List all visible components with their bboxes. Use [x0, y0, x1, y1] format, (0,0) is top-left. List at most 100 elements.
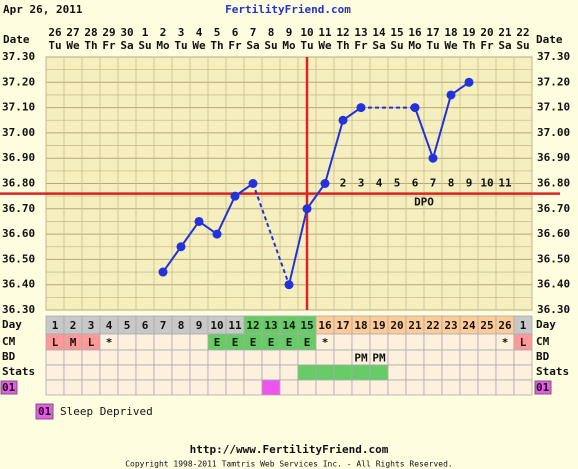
- row-label: 01: [2, 381, 16, 394]
- date-label: 11: [318, 26, 332, 39]
- stats-cell: [441, 364, 461, 381]
- bd-cell: [333, 349, 353, 366]
- cm-cell: [171, 333, 191, 351]
- cm-text: L: [88, 336, 95, 349]
- row-label: CM: [2, 335, 16, 348]
- custom-cell: [189, 379, 209, 396]
- day-text: 22: [426, 319, 439, 332]
- temp-point: [428, 153, 438, 163]
- temp-segment: [162, 246, 182, 273]
- day-text: 26: [498, 319, 512, 332]
- custom-cell: [81, 379, 101, 396]
- y-tick-label: 37.10: [537, 101, 570, 114]
- bd-cell: [459, 349, 479, 366]
- bd-cell: [495, 349, 515, 366]
- temp-point: [158, 267, 168, 277]
- weekday-label: Sa: [120, 39, 133, 52]
- bd-cell: [387, 349, 407, 366]
- weekday-label: We: [66, 39, 80, 52]
- temp-point: [194, 216, 204, 226]
- y-tick-label: 36.40: [537, 278, 570, 291]
- weekday-label: Su: [264, 39, 277, 52]
- custom-cell: [153, 379, 173, 396]
- row-label: 01: [536, 381, 550, 394]
- custom-cell: [207, 379, 227, 396]
- day-text: 4: [106, 319, 113, 332]
- date-label: 30: [120, 26, 133, 39]
- y-tick-label: 36.70: [2, 202, 35, 215]
- custom-cell: [495, 379, 515, 396]
- cm-cell: [333, 333, 353, 351]
- weekday-label: Tu: [300, 39, 313, 52]
- bd-cell: [99, 349, 119, 366]
- y-tick-label: 36.50: [537, 252, 570, 265]
- stats-cell: [513, 364, 533, 381]
- cm-cell: [405, 333, 425, 351]
- day-text: 10: [210, 319, 223, 332]
- bd-cell: [171, 349, 191, 366]
- date-label: 10: [300, 26, 313, 39]
- temp-point: [176, 242, 186, 252]
- date-label: 22: [516, 26, 529, 39]
- date-label: 17: [426, 26, 439, 39]
- stats-cell: [45, 364, 65, 381]
- stats-cell: [351, 364, 371, 381]
- date-label: 16: [408, 26, 422, 39]
- bd-cell: [423, 349, 443, 366]
- chart-date: Apr 26, 2011: [3, 3, 83, 16]
- footer-url: http://www.FertilityFriend.com: [190, 443, 389, 456]
- y-tick-label: 36.30: [2, 303, 35, 316]
- y-tick-label: 37.30: [2, 50, 35, 63]
- cm-text: L: [520, 336, 527, 349]
- day-text: 3: [88, 319, 95, 332]
- dpo-number: 9: [466, 177, 473, 190]
- date-label: 7: [250, 26, 257, 39]
- weekday-label: We: [444, 39, 458, 52]
- site-name: FertilityFriend.com: [225, 3, 351, 16]
- day-text: 20: [390, 319, 403, 332]
- stats-cell: [243, 364, 263, 381]
- custom-cell: [225, 379, 245, 396]
- day-text: 23: [444, 319, 457, 332]
- temp-segment: [414, 107, 434, 159]
- weekday-label: Sa: [372, 39, 385, 52]
- weekday-label: Fr: [354, 39, 368, 52]
- stats-cell: [459, 364, 479, 381]
- stats-cell: [279, 364, 299, 381]
- stats-cell: [405, 364, 425, 381]
- day-text: 19: [372, 319, 385, 332]
- y-tick-label: 37.10: [2, 101, 35, 114]
- custom-cell: [441, 379, 461, 396]
- bd-cell: [513, 349, 533, 366]
- weekday-label: Mo: [156, 39, 170, 52]
- weekday-label: Tu: [48, 39, 61, 52]
- custom-cell: [333, 379, 353, 396]
- day-text: 2: [70, 319, 77, 332]
- weekday-label: Fr: [228, 39, 242, 52]
- weekday-label: Th: [462, 39, 475, 52]
- custom-cell: [261, 379, 281, 396]
- bd-cell: [405, 349, 425, 366]
- dpo-number: 2: [340, 177, 347, 190]
- row-label: Stats: [2, 365, 35, 378]
- custom-cell: [171, 379, 191, 396]
- y-tick-label: 36.80: [537, 177, 570, 190]
- temp-segment: [432, 94, 452, 159]
- day-text: 24: [462, 319, 476, 332]
- y-tick-label: 36.80: [2, 177, 35, 190]
- date-label: Date: [536, 33, 563, 46]
- stats-cell: [369, 364, 389, 381]
- row-label: CM: [536, 335, 550, 348]
- stats-cell: [63, 364, 83, 381]
- custom-cell: [477, 379, 497, 396]
- temp-point: [446, 90, 456, 100]
- weekday-label: Fr: [480, 39, 494, 52]
- temp-segment: [324, 119, 344, 184]
- cm-text: *: [502, 336, 509, 349]
- temp-point: [284, 280, 294, 290]
- temp-point: [248, 179, 258, 188]
- day-text: 12: [246, 319, 259, 332]
- weekday-label: Tu: [174, 39, 187, 52]
- cm-text: *: [106, 336, 113, 349]
